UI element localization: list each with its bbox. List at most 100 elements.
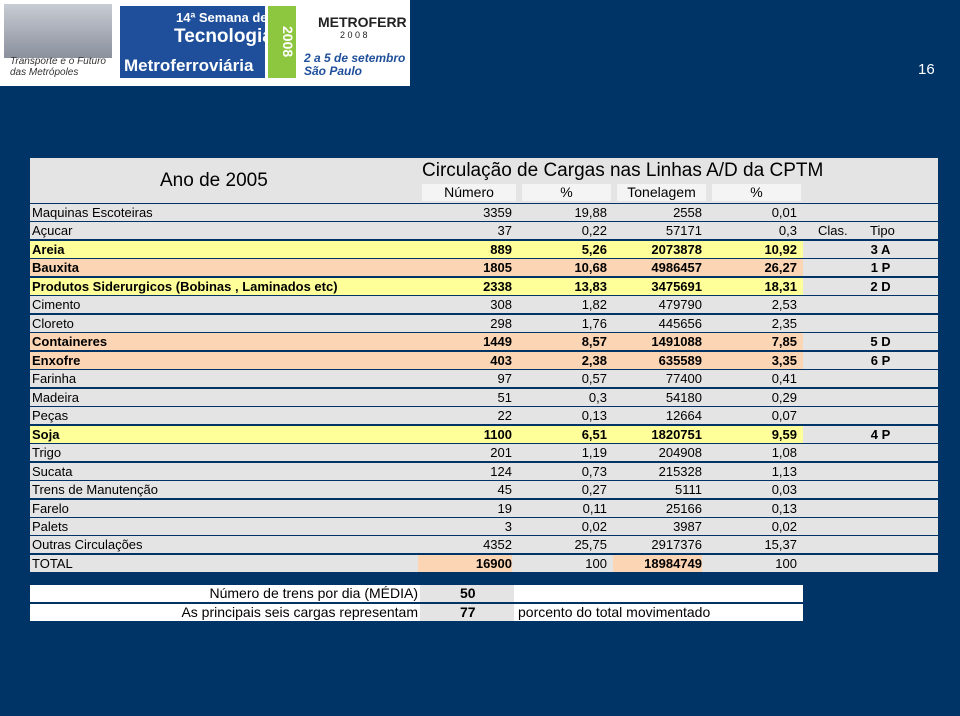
cell: 57171 xyxy=(665,223,702,239)
row-label: Soja xyxy=(32,426,60,442)
cell: 0,57 xyxy=(581,371,607,387)
cell: 4352 xyxy=(483,537,512,553)
row-bg xyxy=(30,517,938,535)
cell: 0,27 xyxy=(581,482,607,498)
cell: 10,68 xyxy=(574,260,607,276)
row-bg xyxy=(30,296,938,314)
row-bg xyxy=(30,536,938,554)
cell: 445656 xyxy=(658,315,702,331)
row-label: Trigo xyxy=(32,445,62,461)
cell: 97 xyxy=(497,371,512,387)
row-label: Bauxita xyxy=(32,260,79,276)
cell: 3987 xyxy=(673,518,702,534)
logo-photo xyxy=(4,4,112,58)
cell: 16900 xyxy=(418,554,512,572)
cell: 3 xyxy=(504,518,512,534)
event-text: Metroferroviária xyxy=(124,56,254,75)
cell: 1805 xyxy=(483,260,512,276)
cell: 0,13 xyxy=(581,408,607,424)
cell: 2,35 xyxy=(771,315,797,331)
cell: 37 xyxy=(497,223,512,239)
row-bg xyxy=(30,499,938,517)
cell: 77400 xyxy=(665,371,702,387)
cell: 2558 xyxy=(673,205,702,220)
cell: 2917376 xyxy=(651,537,702,553)
cell: 204908 xyxy=(658,445,702,461)
cell: 1491088 xyxy=(651,334,702,350)
footer-value: 50 xyxy=(420,585,514,602)
row-bg xyxy=(30,222,938,240)
brand: METROFERR xyxy=(318,14,407,30)
row-bg xyxy=(30,444,938,462)
cell: 19 xyxy=(497,500,512,516)
cell: 3475691 xyxy=(651,278,702,294)
cell: 0,41 xyxy=(771,371,797,387)
row-label: Areia xyxy=(32,241,65,257)
event-logo: 14ª Semana de Tecnologia Metroferroviári… xyxy=(120,6,273,78)
event-text: Tecnologia xyxy=(174,26,273,47)
event-text: 14ª Semana de xyxy=(176,10,268,25)
row-label: Palets xyxy=(32,518,69,534)
row-label: Farinha xyxy=(32,371,77,387)
dates: 2 a 5 de setembro São Paulo xyxy=(304,52,405,78)
cell: 635589 xyxy=(658,352,702,368)
cell: 8,57 xyxy=(581,334,607,350)
cell: 1,13 xyxy=(771,463,797,479)
cell: 1,08 xyxy=(771,445,797,461)
cell: 403 xyxy=(490,352,512,368)
row-label: Sucata xyxy=(32,463,73,479)
cell: 26,27 xyxy=(764,260,797,276)
row-bg xyxy=(30,481,938,499)
date-text: São Paulo xyxy=(304,64,363,78)
footer-value: 77 xyxy=(420,604,514,621)
column-header: % xyxy=(522,184,611,201)
footer-text: porcento do total movimentado xyxy=(518,604,711,620)
class-cell: 3 A xyxy=(870,241,891,257)
row-label: Açucar xyxy=(32,223,73,239)
row-label: Madeira xyxy=(32,389,79,405)
cell: 100 xyxy=(585,555,607,571)
row-label: Peças xyxy=(32,408,69,424)
cell: 3,35 xyxy=(771,352,797,368)
row-bg xyxy=(30,425,803,443)
cell: 3359 xyxy=(483,205,512,220)
cell: 5,26 xyxy=(581,241,607,257)
row-bg xyxy=(30,333,803,351)
year-label: 2008 xyxy=(268,6,296,78)
column-header: Número xyxy=(422,184,516,201)
logo-bar: Transporte e o Futuro das Metrópoles 14ª … xyxy=(0,0,410,86)
row-label: TOTAL xyxy=(32,555,73,571)
row-label: Trens de Manutenção xyxy=(32,482,158,498)
cell: 22 xyxy=(497,408,512,424)
cell: 215328 xyxy=(658,463,702,479)
cell: 9,59 xyxy=(771,426,797,442)
cell: 0,02 xyxy=(581,518,607,534)
cell: 479790 xyxy=(658,297,702,313)
cell: 25,75 xyxy=(574,537,607,553)
cell: 100 xyxy=(775,555,797,571)
cell: 0,13 xyxy=(771,500,797,516)
cell: 308 xyxy=(490,297,512,313)
row-bg xyxy=(803,425,938,443)
cell: 2,53 xyxy=(771,297,797,313)
row-label: Cloreto xyxy=(32,315,74,331)
cell: 1,19 xyxy=(581,445,607,461)
cell: 2073878 xyxy=(651,241,702,257)
brand: 2 0 0 8 xyxy=(340,30,368,40)
cell: 124 xyxy=(490,463,512,479)
page-number: 16 xyxy=(918,61,935,78)
column-header: % xyxy=(712,184,801,201)
cell: 51 xyxy=(497,389,512,405)
cell: 0,22 xyxy=(581,223,607,239)
row-label: Outras Circulações xyxy=(32,537,143,553)
cell: 5111 xyxy=(675,482,702,498)
row-bg xyxy=(30,204,938,221)
row-label: Containeres xyxy=(32,334,108,350)
cell: 889 xyxy=(490,241,512,257)
cell: 15,37 xyxy=(764,537,797,553)
class-cell: 4 P xyxy=(870,426,891,442)
class-cell: 5 D xyxy=(870,334,891,350)
cell: 0,3 xyxy=(778,223,797,239)
cell: 0,03 xyxy=(771,482,797,498)
